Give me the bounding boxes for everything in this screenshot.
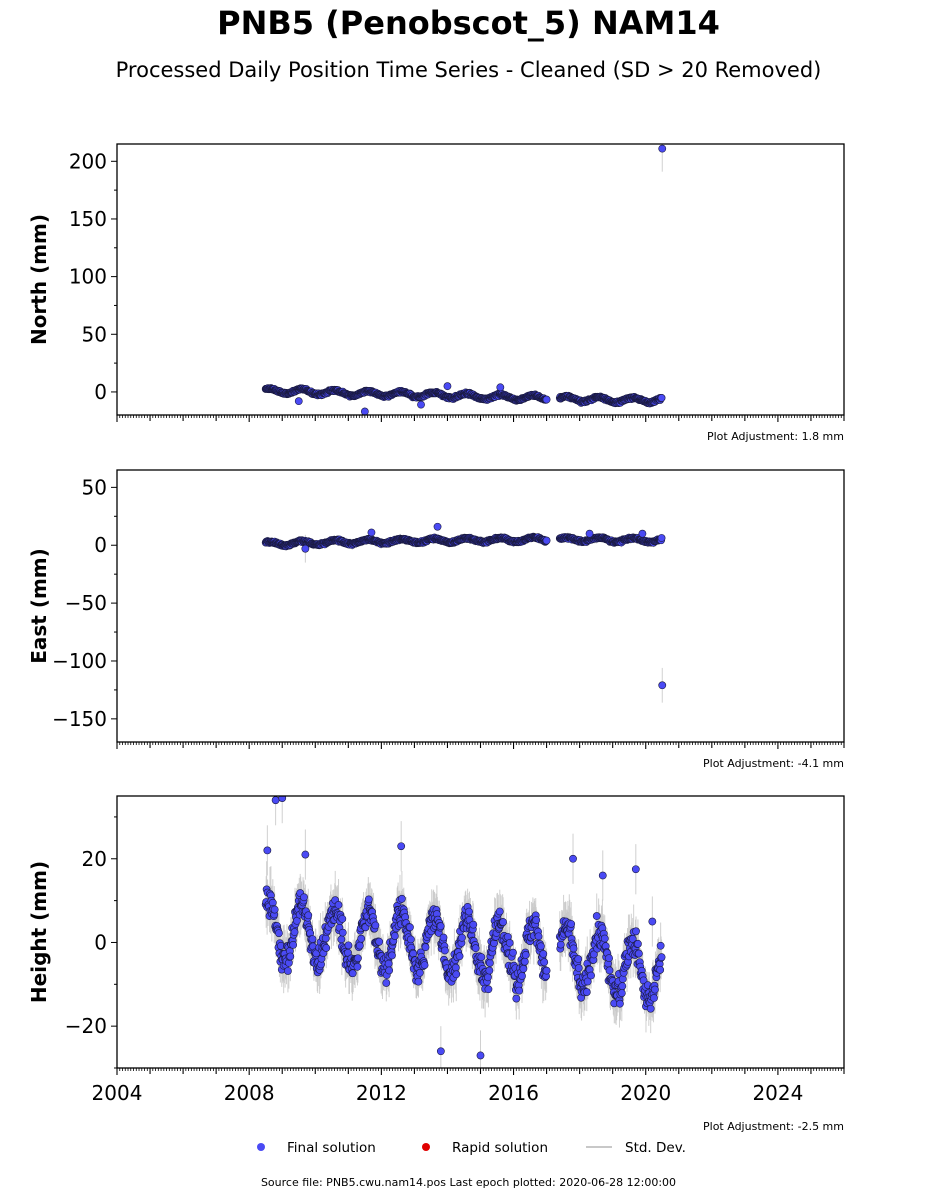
y-tick-label: 0 — [94, 533, 107, 557]
y-tick-label: 100 — [69, 265, 107, 289]
data-point — [353, 962, 362, 971]
plot-adjustment: Plot Adjustment: 1.8 mm — [707, 430, 844, 443]
data-point — [364, 895, 373, 904]
data-point — [585, 529, 594, 538]
data-point — [406, 923, 414, 932]
data-point — [542, 536, 551, 545]
data-point — [406, 935, 415, 944]
y-tick-label: 200 — [69, 149, 107, 173]
data-point — [657, 394, 666, 402]
plot-frame — [116, 469, 845, 743]
data-point — [496, 383, 505, 392]
plot-adjustment: Plot Adjustment: -4.1 mm — [703, 757, 844, 770]
data-point — [357, 934, 366, 943]
data-point — [344, 941, 353, 950]
data-points — [261, 522, 667, 703]
data-point — [289, 940, 298, 949]
data-point — [371, 921, 380, 930]
data-point — [443, 382, 452, 391]
data-point — [270, 905, 279, 914]
data-point — [367, 528, 376, 537]
data-point — [657, 534, 666, 542]
panel-east: −150 −100 −50 0 50 East (mm) Plot Adjustment: … — [27, 469, 845, 770]
y-axis-label: East (mm) — [27, 548, 51, 664]
data-point — [542, 395, 551, 404]
figure-title: PNB5 (Penobscot_5) NAM14 — [217, 4, 720, 42]
data-point — [290, 928, 299, 936]
data-point — [360, 407, 369, 415]
data-point — [334, 901, 343, 909]
data-point — [420, 961, 429, 969]
data-point — [415, 968, 424, 977]
data-point — [658, 681, 667, 690]
data-point — [388, 951, 396, 960]
plot-frame — [116, 143, 845, 416]
data-point — [638, 529, 647, 538]
y-tick-label: −100 — [52, 649, 107, 673]
y-tick-label: 50 — [82, 322, 107, 346]
y-tick-label: −150 — [52, 707, 107, 731]
data-point — [354, 954, 362, 963]
data-point — [382, 979, 391, 987]
y-axis-label: North (mm) — [27, 214, 51, 345]
data-point — [337, 935, 346, 944]
data-points — [261, 144, 667, 415]
data-point — [338, 928, 347, 937]
data-point — [433, 522, 442, 531]
data-point — [304, 911, 313, 920]
data-point — [384, 959, 393, 968]
data-point — [414, 977, 423, 986]
data-point — [658, 144, 667, 153]
data-point — [417, 400, 425, 409]
panel-north: 0 50 100 150 200 North (mm) Plot Adjustment: 1… — [27, 143, 845, 443]
data-point — [286, 952, 295, 961]
data-point — [300, 893, 308, 902]
data-point — [348, 969, 357, 978]
data-point — [301, 544, 310, 553]
y-tick-label: 0 — [94, 380, 107, 404]
data-point — [375, 937, 384, 946]
data-points — [261, 796, 666, 1068]
data-point — [294, 397, 303, 406]
data-point — [275, 929, 283, 938]
data-point — [338, 914, 347, 923]
figure-subtitle: Processed Daily Position Time Series - C… — [115, 58, 822, 82]
data-point — [385, 966, 394, 975]
y-tick-label: 150 — [69, 207, 107, 231]
data-point — [397, 894, 406, 903]
data-point — [322, 944, 331, 952]
data-point — [308, 935, 317, 944]
data-point — [284, 967, 292, 975]
data-point — [390, 932, 399, 940]
data-point — [355, 941, 364, 950]
y-tick-label: 50 — [82, 475, 107, 499]
y-tick-label: −50 — [65, 591, 107, 615]
